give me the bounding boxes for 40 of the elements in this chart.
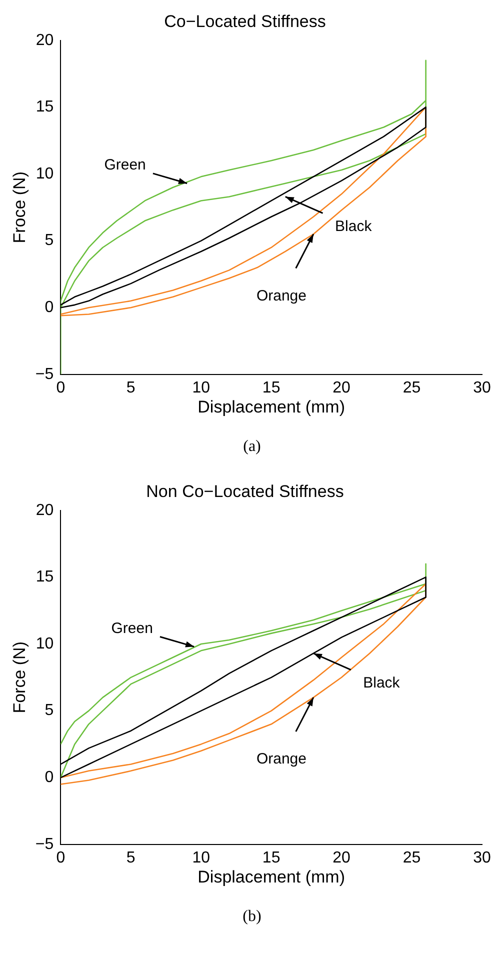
y-tick-label: 5 bbox=[44, 232, 54, 250]
x-axis-title: Displacement (mm) bbox=[198, 867, 345, 886]
annotation: Orange bbox=[256, 750, 306, 768]
y-axis-title: Force (N) bbox=[10, 642, 29, 714]
y-tick-label: −5 bbox=[35, 836, 54, 853]
x-tick-label: 30 bbox=[473, 849, 491, 866]
x-tick-label: 0 bbox=[56, 849, 66, 866]
x-tick-label: 20 bbox=[332, 379, 351, 396]
chart-title: Co−Located Stiffness bbox=[164, 12, 326, 31]
annotation: Orange bbox=[256, 287, 306, 304]
x-tick-label: 25 bbox=[402, 849, 421, 866]
y-tick-label: 0 bbox=[44, 769, 54, 786]
y-tick-label: 0 bbox=[44, 299, 54, 316]
y-tick-label: 10 bbox=[36, 635, 54, 652]
annotation: Black bbox=[363, 674, 400, 692]
y-axis-title: Froce (N) bbox=[10, 172, 29, 244]
chart-title: Non Co−Located Stiffness bbox=[146, 482, 344, 501]
x-tick-label: 10 bbox=[192, 849, 210, 866]
x-axis-title: Displacement (mm) bbox=[198, 397, 345, 416]
x-tick-label: 30 bbox=[473, 379, 491, 396]
annotation: Black bbox=[335, 218, 372, 235]
x-tick-label: 20 bbox=[332, 849, 351, 866]
x-tick-label: 5 bbox=[126, 849, 136, 866]
y-tick-label: 10 bbox=[36, 165, 54, 182]
y-tick-label: 5 bbox=[44, 702, 54, 720]
y-tick-label: 20 bbox=[36, 502, 54, 519]
annotation: Green bbox=[104, 156, 146, 174]
annotation: Green bbox=[111, 620, 153, 637]
y-tick-label: 20 bbox=[36, 32, 54, 49]
x-tick-label: 10 bbox=[192, 379, 210, 396]
y-tick-label: 15 bbox=[36, 568, 54, 586]
x-tick-label: 15 bbox=[262, 379, 280, 396]
x-tick-label: 0 bbox=[56, 379, 66, 396]
y-tick-label: −5 bbox=[35, 366, 54, 383]
y-tick-label: 15 bbox=[36, 98, 54, 116]
x-tick-label: 15 bbox=[262, 849, 280, 866]
text: (a) bbox=[242, 438, 262, 456]
x-tick-label: 25 bbox=[402, 379, 421, 396]
x-tick-label: 5 bbox=[126, 379, 136, 396]
text: (b) bbox=[242, 908, 262, 926]
